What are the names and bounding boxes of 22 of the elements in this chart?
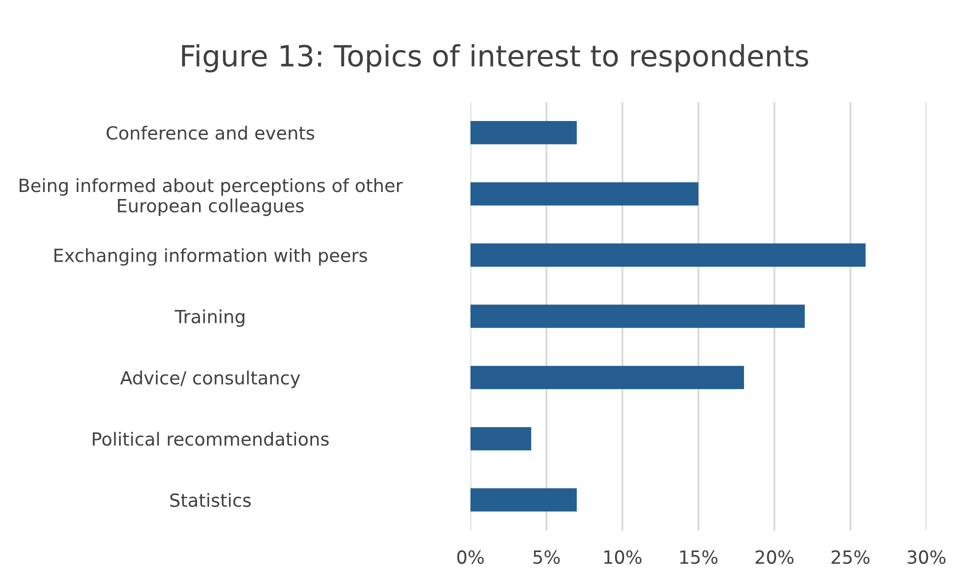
x-tick-label: 30% — [908, 550, 946, 564]
bar — [470, 366, 744, 390]
y-tick-label: Exchanging information with peers — [54, 248, 368, 266]
y-tick-label: Conference and events — [106, 126, 314, 140]
x-tick-label: 20% — [756, 550, 794, 564]
y-tick-label: Political recommendations — [92, 432, 329, 446]
bar — [470, 121, 577, 144]
bar — [470, 427, 532, 450]
x-tick-label: 10% — [604, 550, 642, 564]
x-tick-label: 5% — [533, 550, 560, 564]
x-tick-label: 0% — [457, 550, 484, 564]
bar — [470, 488, 577, 512]
x-tick-label: 25% — [832, 550, 870, 564]
x-tick-label: 15% — [680, 550, 718, 564]
bar — [470, 182, 698, 206]
bar — [470, 243, 866, 267]
y-tick-label: Being informed about perceptions of other European colleagues — [20, 178, 403, 216]
y-tick-label: Statistics — [170, 493, 251, 508]
y-tick-label: Training — [174, 309, 244, 327]
chart-title: Figure 13: Topics of interest to respondents — [182, 44, 808, 72]
y-tick-label: Advice/ consultancy — [120, 370, 300, 388]
bar — [470, 304, 805, 328]
